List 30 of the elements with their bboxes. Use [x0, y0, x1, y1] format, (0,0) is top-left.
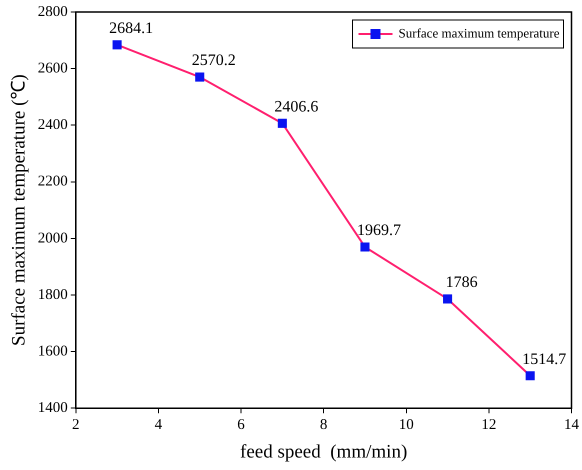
data-label: 2406.6 — [274, 98, 318, 116]
y-tick-label: 1400 — [38, 400, 68, 416]
y-tick-label: 1600 — [38, 344, 68, 360]
data-label: 1786 — [446, 274, 478, 292]
point — [195, 72, 204, 82]
x-tick-label: 6 — [237, 417, 246, 434]
point — [360, 242, 370, 252]
y-axis-title: Surface maximum temperature (℃) — [8, 74, 30, 346]
point — [443, 294, 452, 304]
data-label: 1969.7 — [356, 222, 401, 240]
data-label: 1514.7 — [522, 350, 566, 368]
x-tick-label: 8 — [320, 417, 328, 434]
legend-label: Surface maximum temperature — [398, 25, 560, 40]
y-tick-label: 2400 — [38, 117, 68, 134]
point — [526, 371, 535, 380]
x-tick-label: 14 — [564, 417, 580, 434]
y-tick-label: 1800 — [38, 286, 68, 303]
data-label: 2684.1 — [109, 20, 154, 38]
x-tick-label: 4 — [154, 417, 163, 434]
y-tick-label: 2200 — [38, 174, 68, 190]
x-tick-label: 2 — [72, 417, 80, 434]
point — [112, 40, 122, 50]
y-tick-label: 2000 — [38, 230, 68, 246]
x-axis-title: feed speed (mm/min) — [240, 442, 408, 463]
y-tick-label: 2800 — [38, 4, 68, 20]
x-tick-label: 10 — [398, 417, 414, 434]
y-tick-label: 2600 — [38, 60, 68, 77]
x-tick-label: 12 — [481, 417, 496, 434]
data-label: 2570.2 — [192, 52, 236, 70]
point — [278, 118, 287, 128]
